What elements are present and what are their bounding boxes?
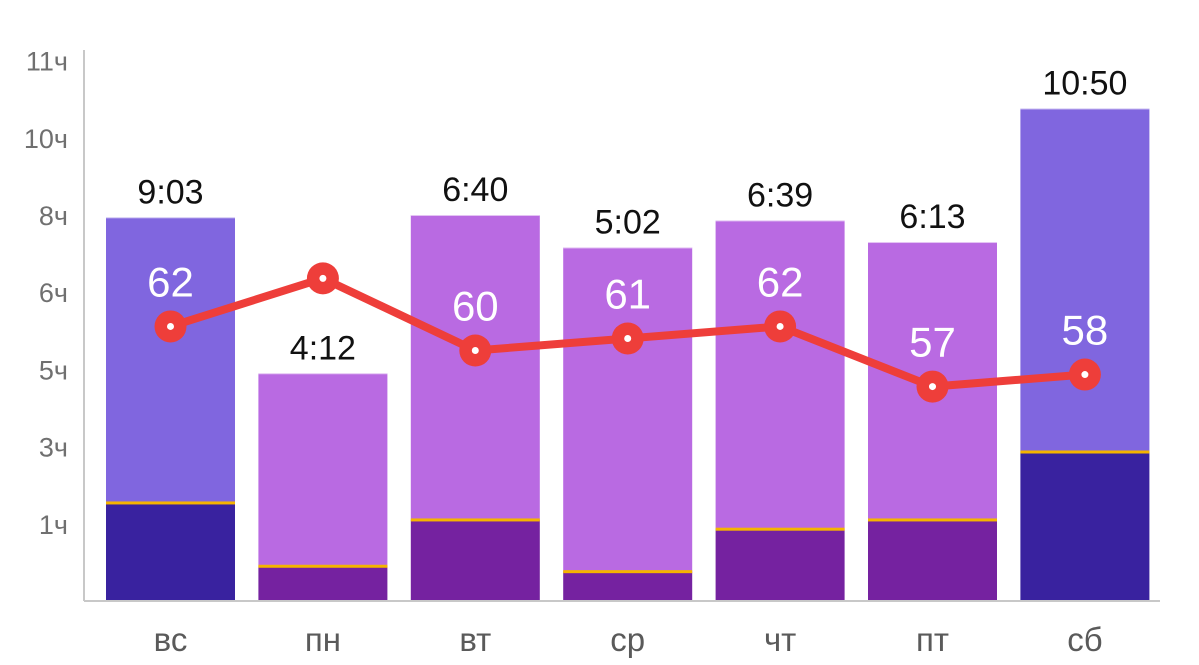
score-point-label: 58 (1062, 307, 1109, 354)
bar-lower-segment (868, 519, 997, 601)
bar-top-edge (715, 219, 845, 222)
y-tick-label: 8ч (39, 201, 68, 231)
score-point-label: 62 (757, 258, 804, 305)
bar-upper-segment (715, 220, 845, 530)
bar-top-edge (868, 241, 997, 244)
score-point-center (929, 383, 936, 391)
bar-top-edge (1020, 107, 1150, 110)
y-axis-ticks: 1ч 3ч 5ч 6ч 8ч 10ч 11ч (24, 47, 68, 540)
y-tick-label: 1ч (39, 510, 68, 540)
score-point-center (624, 334, 632, 342)
x-tick-label: чт (764, 621, 796, 658)
score-point-center (1081, 371, 1089, 379)
bar-total-label: 6:40 (442, 171, 508, 209)
bar-total-label: 9:03 (137, 173, 203, 211)
bar-segment-separator (868, 518, 997, 522)
x-tick-label: ср (610, 621, 645, 658)
bar-total-label: 4:12 (290, 329, 356, 367)
y-tick-label: 5ч (39, 355, 68, 385)
score-point-center (471, 347, 479, 354)
score-point-center (167, 322, 174, 330)
score-point-label: 60 (452, 283, 499, 330)
bar-segment-separator (563, 570, 693, 574)
axes-layer (83, 50, 1160, 602)
bar-total-labels: 9:03 4:12 6:40 5:02 6:39 6:13 10:50 (137, 64, 1127, 367)
line-point-labels: 62 66 60 61 62 57 58 (147, 210, 1108, 365)
bar-segment-separator (1020, 450, 1150, 454)
bar-lower-segment (563, 571, 693, 601)
bar-total-label: 10:50 (1042, 64, 1127, 102)
line-series-layer (154, 262, 1101, 403)
bar-top-edge (410, 214, 540, 216)
bar-upper-segment (106, 217, 235, 503)
score-point-center (319, 274, 327, 282)
score-point-label: 66 (300, 210, 347, 257)
bar-segment-separator (106, 501, 235, 505)
bar-segment-separator (410, 518, 540, 522)
bar-top-edge (258, 372, 388, 375)
bar-lower-segment (258, 566, 388, 601)
bar-top-edge (563, 246, 693, 249)
bar-total-label: 6:39 (747, 176, 813, 214)
x-tick-label: пт (916, 621, 949, 658)
bar-top-edge (106, 216, 235, 219)
bar-lower-segment (410, 519, 540, 601)
bar-lower-segment (1020, 452, 1150, 601)
y-tick-label: 11ч (26, 47, 68, 77)
y-tick-label: 6ч (39, 278, 68, 308)
bar-upper-segment (410, 215, 540, 520)
x-axis-ticks: вс пн вт ср чт пт сб (154, 621, 1103, 658)
x-tick-label: вт (459, 621, 491, 658)
y-tick-label: 10ч (24, 124, 68, 154)
score-point-label: 61 (604, 270, 651, 317)
bar-upper-segment (1020, 108, 1150, 453)
bars-layer (106, 107, 1150, 601)
bar-lower-segment (106, 502, 235, 601)
score-point-label: 57 (909, 319, 956, 366)
bar-segment-separator (715, 527, 845, 531)
bar-lower-segment (715, 529, 845, 601)
bar-segment-separator (258, 564, 388, 568)
bar-total-label: 6:13 (899, 198, 965, 236)
x-tick-label: сб (1067, 621, 1102, 658)
bar-upper-segment (563, 247, 693, 572)
bar-upper-segment (258, 373, 388, 567)
y-tick-label: 3ч (39, 433, 68, 463)
x-tick-label: вс (154, 621, 188, 658)
score-point-center (776, 322, 784, 330)
bar-total-label: 5:02 (595, 203, 661, 241)
score-point-label: 62 (147, 258, 194, 305)
x-tick-label: пн (305, 621, 341, 658)
